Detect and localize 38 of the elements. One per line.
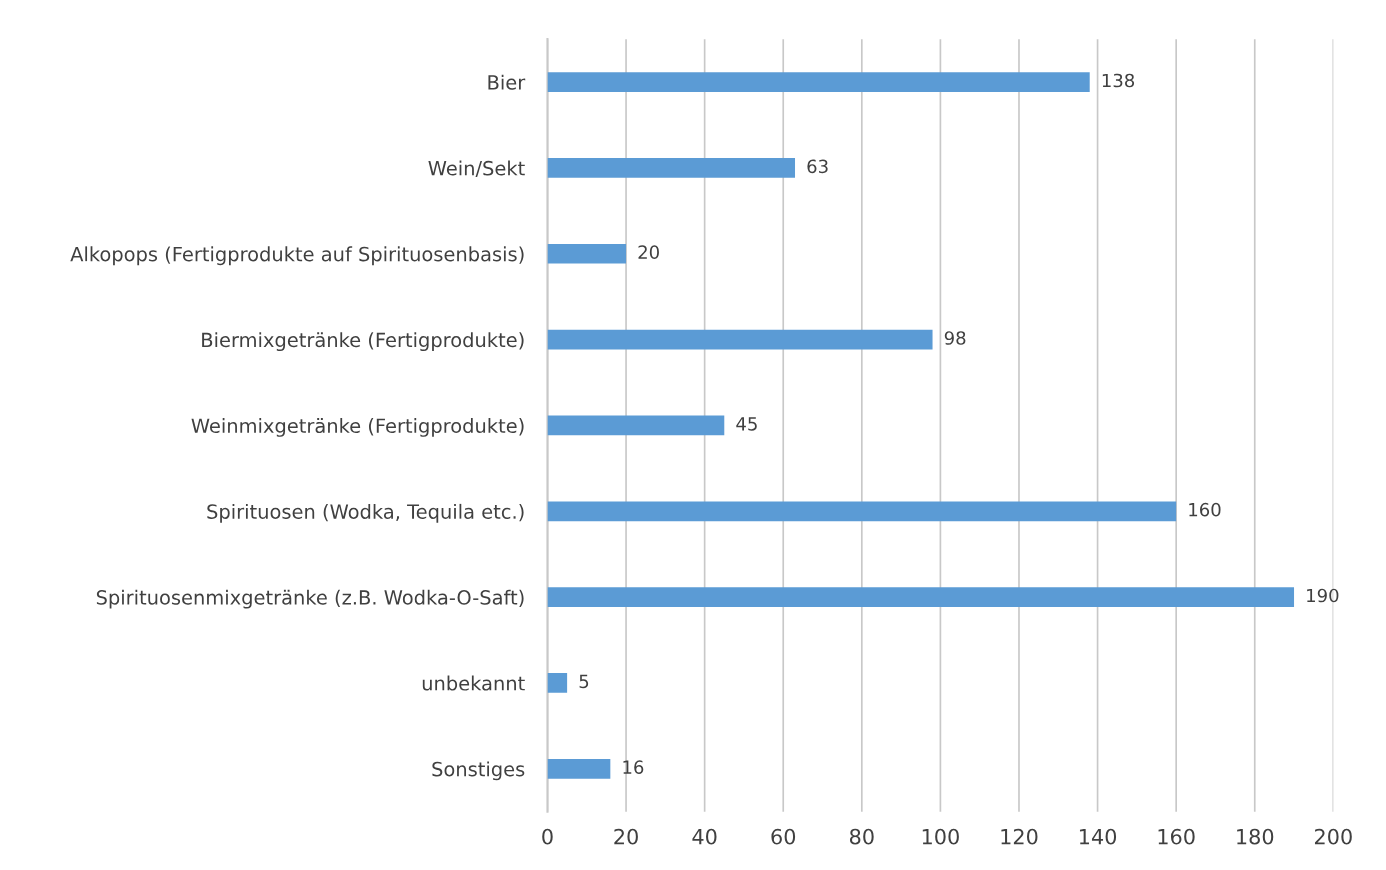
bar	[547, 243, 627, 264]
data-label: 5	[579, 674, 589, 689]
y-tick-label: Spirituosen (Wodka, Tequila etc.)	[207, 503, 524, 523]
y-tick-label: Wein/Sekt	[428, 160, 525, 178]
x-tick-label: 100	[922, 828, 959, 845]
bar	[547, 673, 568, 693]
x-tick-label: 20	[614, 828, 638, 845]
data-label: 98	[944, 331, 966, 345]
data-label: 190	[1307, 588, 1339, 603]
bar	[547, 72, 1090, 92]
x-tick-label: 180	[1237, 828, 1274, 845]
data-label: 45	[736, 417, 757, 431]
bar	[547, 758, 611, 779]
x-tick-label: 160	[1158, 828, 1195, 845]
bar	[547, 587, 1295, 607]
y-tick-label: Sonstiges	[432, 761, 525, 781]
x-tick-label: 40	[692, 828, 717, 845]
y-tick-label: unbekannt	[422, 675, 525, 691]
x-tick-label: 120	[1001, 828, 1038, 845]
y-tick-label: Alkopops (Fertigprodukte auf Spirituosenbasis)	[70, 246, 524, 266]
data-label: 138	[1102, 73, 1135, 88]
y-tick-label: Bier	[488, 74, 526, 90]
bar	[547, 415, 725, 436]
data-label: 160	[1189, 502, 1221, 517]
data-label: 63	[807, 159, 828, 174]
bar	[547, 501, 1177, 522]
bar	[547, 329, 933, 350]
data-label: 16	[623, 760, 644, 775]
x-tick-label: 200	[1314, 828, 1352, 845]
data-label: 20	[638, 245, 659, 259]
y-tick-label: Spirituosenmixgetränke (z.B. Wodka-O-Saft)	[96, 589, 524, 609]
x-tick-label: 0	[542, 828, 553, 845]
y-tick-label: Biermixgetränke (Fertigprodukte)	[202, 332, 524, 352]
y-tick-label: Weinmixgetränke (Fertigprodukte)	[191, 418, 524, 437]
bar	[547, 158, 796, 178]
x-tick-label: 80	[849, 828, 874, 845]
x-tick-label: 140	[1079, 828, 1117, 845]
x-tick-label: 60	[771, 828, 796, 845]
